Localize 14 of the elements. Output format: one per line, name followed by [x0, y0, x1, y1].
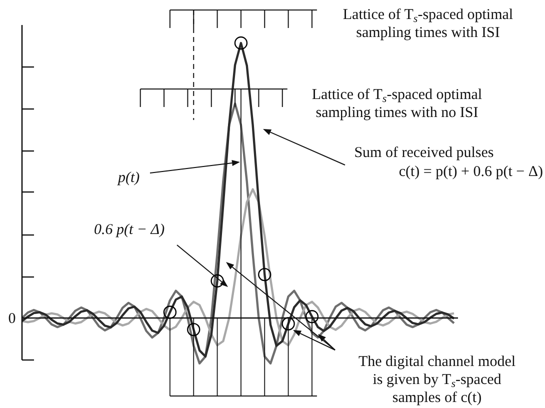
point — [187, 322, 200, 336]
annotation: Lattice of T$_{s}$-spaced optimal sampling times with no ISI — [312, 87, 482, 121]
point — [210, 274, 224, 288]
point — [234, 36, 248, 50]
annotation: p(t) — [117, 170, 140, 186]
point — [163, 306, 177, 319]
point — [282, 317, 295, 330]
annotation: The digital channel model is given by T$_{s}$-spaced samples of c(t) — [358, 354, 516, 406]
annotation: Sum of received pulses c(t) = p(t) + 0.6 p(t − Δ) — [354, 145, 544, 180]
text: 0 — [8, 311, 16, 327]
point — [258, 268, 272, 282]
text: Lattice of T$_{s}$-spaced optimal sampling times with ISI — [342, 7, 514, 41]
point — [305, 310, 319, 324]
annotation: 0.6 p(t − Δ) — [94, 222, 165, 238]
